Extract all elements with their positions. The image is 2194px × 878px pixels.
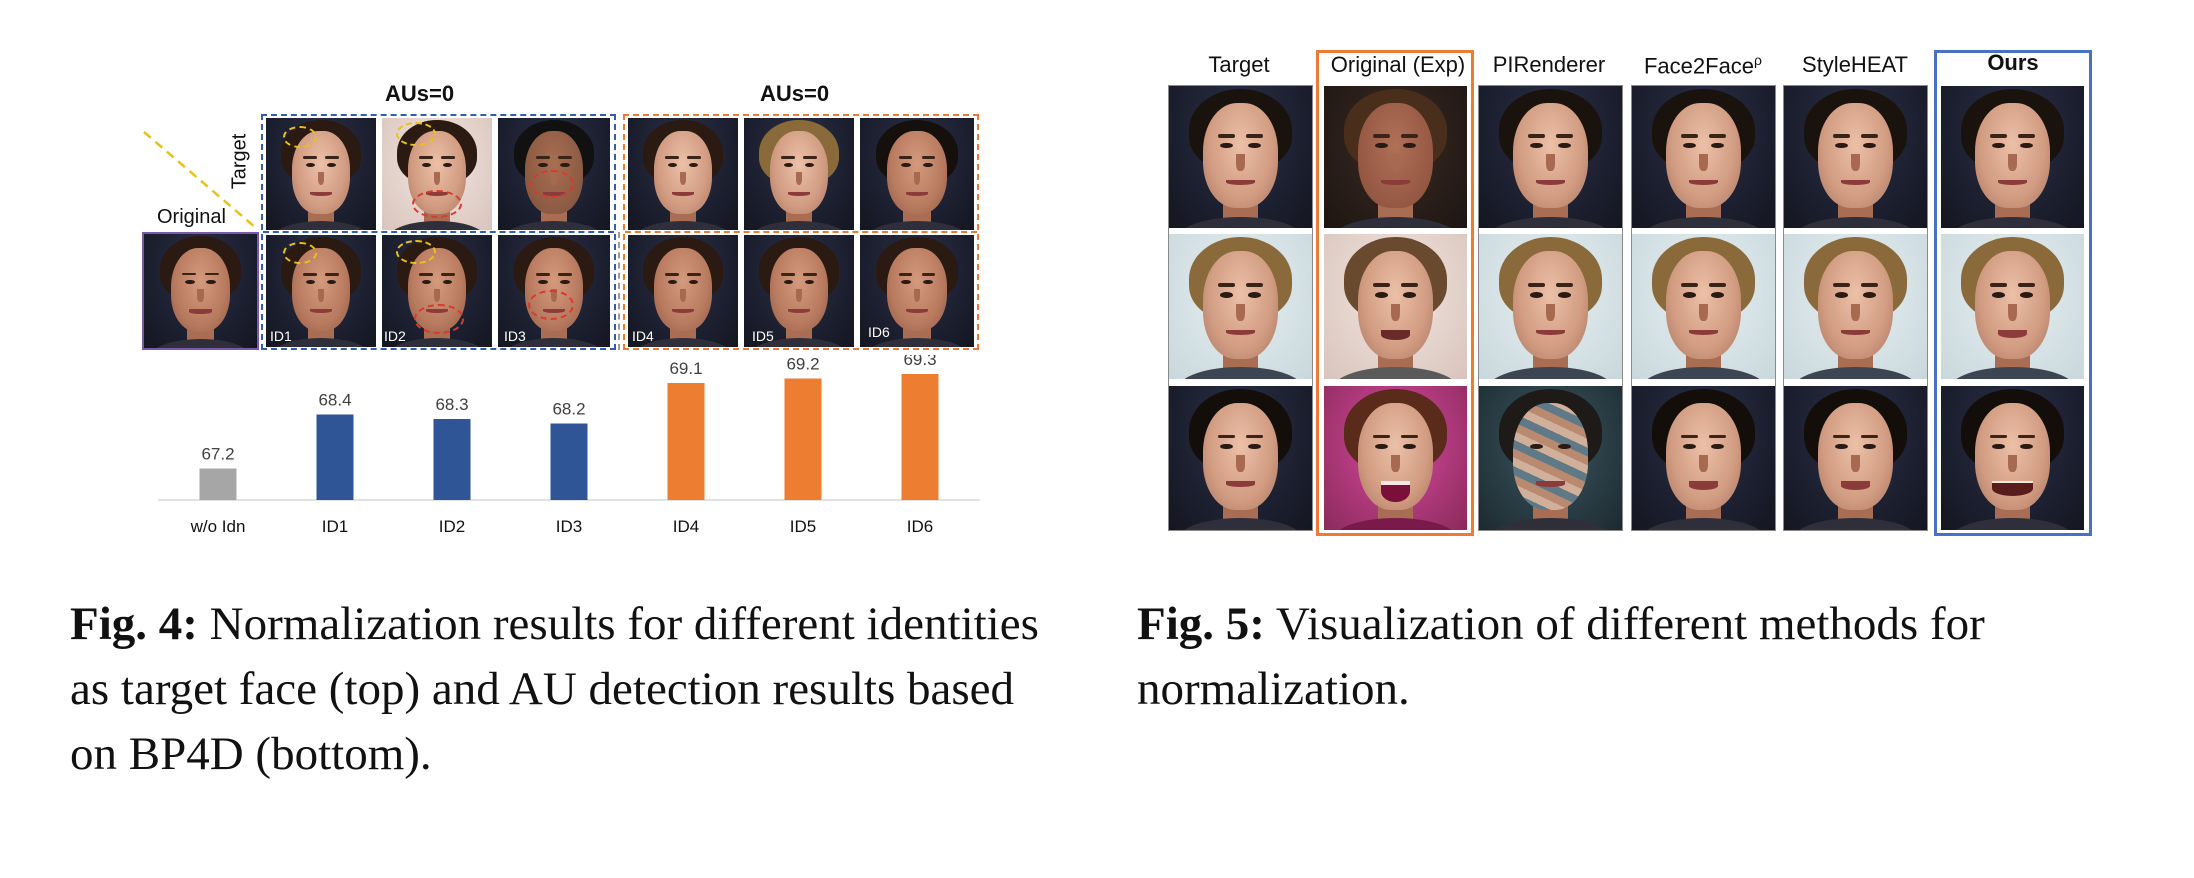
fig5-grid-border-col1 (1168, 85, 1313, 531)
bar-w-o-idn (199, 468, 237, 500)
fig5-row1-ours (1941, 86, 2084, 228)
data-label-id4: 69.1 (669, 359, 702, 378)
bar-id4 (667, 383, 705, 500)
mouth-region-marker-5 (414, 304, 464, 334)
fig5-row1-face2face (1632, 86, 1775, 228)
fig5-row1-styleheat (1784, 86, 1927, 228)
au-detection-bar-chart: 67.2 w/o Idn 68.4 ID1 68.3 ID2 68.2 ID3 69.1 ID4 6… (158, 355, 980, 536)
fig5-row1-pirenderer (1479, 86, 1622, 228)
brow-region-marker-4 (283, 242, 317, 264)
fig4-caption: Fig. 4: Normalization results for differ… (70, 592, 1060, 787)
fig5-row2-styleheat (1784, 234, 1927, 379)
original-label: Original (157, 206, 226, 228)
fig5-row2-ours (1941, 234, 2084, 379)
brow-region-marker-1 (283, 126, 317, 148)
data-label-id3: 68.2 (552, 400, 585, 419)
result-face-id6 (860, 235, 974, 347)
column-header-target: Target (1208, 52, 1270, 77)
column-header-face2face-text: Face2Face (1643, 53, 1755, 79)
target-face-id6 (860, 118, 974, 230)
fig5-caption-text: Visualization of different methods for n… (1137, 598, 1985, 715)
identity-group-1-frame (261, 114, 616, 350)
id-label-6: ID6 (868, 324, 890, 340)
id-label-2: ID2 (384, 328, 406, 344)
fig5-row3-target (1169, 386, 1312, 530)
fig5-row2-original (1324, 234, 1467, 379)
category-label-id2: ID2 (439, 517, 465, 536)
category-label-id3: ID3 (556, 517, 582, 536)
row-divider-blue (263, 231, 614, 233)
id-label-4: ID4 (632, 328, 654, 344)
fig5-grid-border-col3 (1478, 85, 1623, 531)
fig5-row3-face2face (1632, 386, 1775, 530)
identity-group-2-frame (623, 114, 979, 350)
original-column-frame (1316, 50, 1474, 536)
row-divider-orange (625, 231, 977, 233)
column-header-pirenderer: PIRenderer (1492, 52, 1606, 77)
id-label-3: ID3 (504, 328, 526, 344)
bar-id5 (784, 378, 822, 500)
group-label-identity-set-2: AUs=0 (760, 81, 830, 106)
fig4-caption-prefix: Fig. 4: (70, 598, 198, 650)
column-header-ours: Ours (1987, 50, 2039, 75)
category-label-id4: ID4 (673, 517, 699, 536)
data-label-id6: 69.3 (903, 355, 936, 369)
column-header-styleheat: StyleHEAT (1802, 52, 1908, 77)
fig5-row1-original (1324, 86, 1467, 228)
fig5-caption: Fig. 5: Visualization of different metho… (1137, 592, 2147, 722)
fig5-row2-face2face (1632, 234, 1775, 379)
fig5-grid-border-col5 (1783, 85, 1928, 531)
data-label-id2: 68.3 (435, 395, 468, 414)
brow-region-marker-5 (396, 240, 436, 264)
id-label-5: ID5 (752, 328, 774, 344)
category-label-id5: ID5 (790, 517, 816, 536)
category-label-id1: ID1 (322, 517, 348, 536)
bar-id6 (901, 374, 939, 500)
result-face-id5 (744, 235, 854, 347)
column-header-face2face: Face2Faceρ (1628, 52, 1778, 79)
ours-column-frame (1934, 50, 2092, 536)
result-face-id4 (628, 235, 738, 347)
fig5-row2-pirenderer (1479, 234, 1622, 379)
cheek-region-marker-3 (530, 170, 574, 198)
column-header-original: Original (Exp) (1330, 52, 1466, 77)
data-label-id1: 68.4 (318, 391, 351, 410)
group-label-identity-set-1: AUs=0 (385, 81, 455, 106)
face2face-superscript: ρ (1754, 52, 1763, 68)
bar-id1 (316, 414, 354, 500)
fig4-caption-text: Normalization results for different iden… (70, 598, 1039, 780)
data-label-w-o-idn: 67.2 (201, 445, 234, 464)
category-label-id6: ID6 (907, 517, 933, 536)
fig5-row3-ours (1941, 386, 2084, 530)
mouth-region-marker-2 (412, 190, 462, 218)
target-face-id5 (744, 118, 854, 230)
target-face-id4 (628, 118, 738, 230)
brow-region-marker-2 (396, 122, 436, 146)
fig5-row2-target (1169, 234, 1312, 379)
data-label-id5: 69.2 (786, 355, 819, 374)
category-label-w-o-idn: w/o Idn (190, 517, 246, 536)
fig5-row3-pirenderer (1479, 386, 1622, 530)
fig5-grid-border-col4 (1631, 85, 1776, 531)
mouth-region-marker-6 (528, 290, 574, 320)
fig5-row1-target (1169, 86, 1312, 228)
fig5-row3-styleheat (1784, 386, 1927, 530)
bar-id2 (433, 419, 471, 500)
column-divider (618, 232, 620, 350)
fig5-row3-original (1324, 386, 1467, 530)
fig5-caption-prefix: Fig. 5: (1137, 598, 1265, 650)
id-label-1: ID1 (270, 328, 292, 344)
bar-id3 (550, 423, 588, 500)
original-face-image (142, 232, 259, 350)
diagonal-separator (143, 131, 257, 229)
